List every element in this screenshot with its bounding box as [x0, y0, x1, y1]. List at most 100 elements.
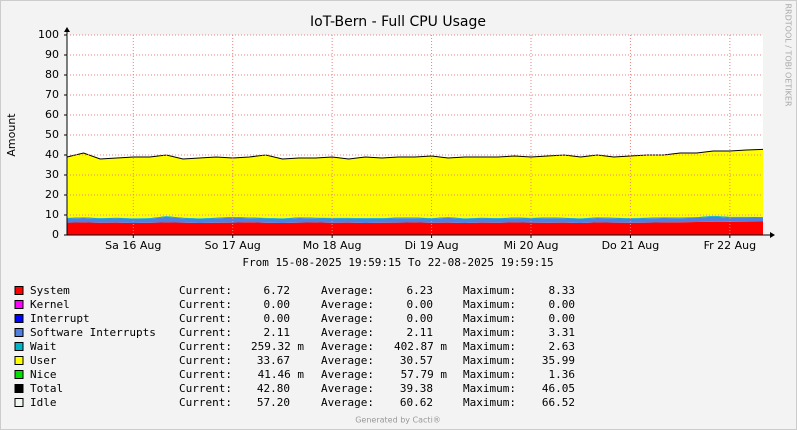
legend-stat: 60.62 — [400, 396, 433, 409]
legend-stat-label: Current: — [179, 354, 232, 367]
legend-name: Idle — [30, 396, 57, 409]
legend-swatch — [14, 314, 24, 323]
legend-name: System — [30, 284, 70, 297]
legend-swatch — [14, 398, 24, 407]
legend-stat: 8.33 — [549, 284, 576, 297]
side-text: RRDTOOL / TOBI OETIKER — [784, 3, 793, 106]
plot — [66, 148, 764, 235]
legend-stat: 2.63 — [549, 340, 576, 353]
legend-name: Nice — [30, 368, 57, 381]
legend-stat-label: Maximum: — [463, 396, 516, 409]
legend-stat-label: Current: — [179, 284, 232, 297]
legend-stat: 42.80 — [257, 382, 290, 395]
legend-stat-label: Average: — [321, 326, 374, 339]
legend-stat: 57.20 — [257, 396, 290, 409]
legend-stat-label: Maximum: — [463, 298, 516, 311]
x-tick-label: Di 19 Aug — [405, 239, 459, 252]
y-axis-label: Amount — [5, 113, 18, 157]
legend-stat: 33.67 — [257, 354, 290, 367]
x-tick-label: Mi 20 Aug — [503, 239, 558, 252]
footer: Generated by Cacti® — [355, 416, 441, 425]
x-tick-label: So 17 Aug — [205, 239, 261, 252]
legend-stat: 0.00 — [407, 312, 434, 325]
legend-stat-label: Current: — [179, 312, 232, 325]
legend-name: Wait — [30, 340, 57, 353]
legend-stat-label: Maximum: — [463, 312, 516, 325]
legend-stat-label: Average: — [321, 368, 374, 381]
y-tick-label: 10 — [45, 208, 59, 221]
legend-stat: 402.87 m — [394, 340, 447, 353]
legend-stat-label: Current: — [179, 340, 232, 353]
legend-stat-label: Current: — [179, 298, 232, 311]
y-tick-label: 80 — [45, 68, 59, 81]
legend-stat: 0.00 — [264, 312, 291, 325]
legend-swatch — [14, 342, 24, 351]
legend-stat: 30.57 — [400, 354, 433, 367]
legend-stat: 66.52 — [542, 396, 575, 409]
legend-name: Software Interrupts — [30, 326, 156, 339]
legend-name: User — [30, 354, 57, 367]
legend-stat: 0.00 — [549, 298, 576, 311]
legend-stat: 6.23 — [407, 284, 434, 297]
legend-stat-label: Current: — [179, 382, 232, 395]
legend-swatch — [14, 356, 24, 365]
y-tick-label: 60 — [45, 108, 59, 121]
x-tick-label: Fr 22 Aug — [704, 239, 757, 252]
legend-stat-label: Maximum: — [463, 326, 516, 339]
legend-stat: 3.31 — [549, 326, 576, 339]
legend-stat: 57.79 m — [401, 368, 448, 381]
legend-stat: 0.00 — [264, 298, 291, 311]
y-tick-label: 30 — [45, 168, 59, 181]
legend-stat-label: Average: — [321, 312, 374, 325]
x-arrow — [770, 232, 775, 238]
legend-stat-label: Maximum: — [463, 354, 516, 367]
legend-stat: 39.38 — [400, 382, 433, 395]
chart-title: IoT-Bern - Full CPU Usage — [310, 14, 486, 30]
legend-stat: 1.36 — [549, 368, 576, 381]
legend-swatch — [14, 286, 24, 295]
legend-stat-label: Average: — [321, 298, 374, 311]
period: From 15-08-2025 19:59:15 To 22-08-2025 1… — [242, 256, 553, 269]
legend-stat-label: Average: — [321, 284, 374, 297]
legend-stat: 259.32 m — [251, 340, 304, 353]
legend-stat: 35.99 — [542, 354, 575, 367]
area — [67, 221, 763, 235]
y-tick-label: 100 — [38, 28, 59, 41]
y-tick-label: 0 — [52, 228, 59, 241]
legend-stat-label: Average: — [321, 382, 374, 395]
legend-stat-label: Average: — [321, 354, 374, 367]
legend-stat: 0.00 — [549, 312, 576, 325]
legend-name: Total — [30, 382, 63, 395]
x-tick-label: Do 21 Aug — [602, 239, 660, 252]
area — [67, 216, 763, 223]
legend-stat-label: Maximum: — [463, 382, 516, 395]
legend-swatch — [14, 370, 24, 379]
legend-swatch — [14, 300, 24, 309]
legend-stat: 2.11 — [407, 326, 434, 339]
legend-swatch — [14, 384, 24, 393]
legend-stat-label: Maximum: — [463, 368, 516, 381]
y-tick-label: 40 — [45, 148, 59, 161]
legend-stat-label: Average: — [321, 340, 374, 353]
legend-stat-label: Maximum: — [463, 284, 516, 297]
y-tick-label: 90 — [45, 48, 59, 61]
legend-stat-label: Current: — [179, 396, 232, 409]
legend-stat: 2.11 — [264, 326, 291, 339]
legend-stat-label: Current: — [179, 326, 232, 339]
legend-stat-label: Current: — [179, 368, 232, 381]
y-tick-label: 50 — [45, 128, 59, 141]
legend-name: Kernel — [30, 298, 70, 311]
legend-stat: 46.05 — [542, 382, 575, 395]
x-tick-label: Sa 16 Aug — [105, 239, 161, 252]
legend-stat-label: Maximum: — [463, 340, 516, 353]
legend-stat: 0.00 — [407, 298, 434, 311]
legend-stat-label: Average: — [321, 396, 374, 409]
y-arrow — [64, 27, 70, 32]
legend-swatch — [14, 328, 24, 337]
legend-stat: 6.72 — [264, 284, 291, 297]
legend-stat: 41.46 m — [258, 368, 305, 381]
area — [67, 149, 763, 219]
y-tick-label: 20 — [45, 188, 59, 201]
